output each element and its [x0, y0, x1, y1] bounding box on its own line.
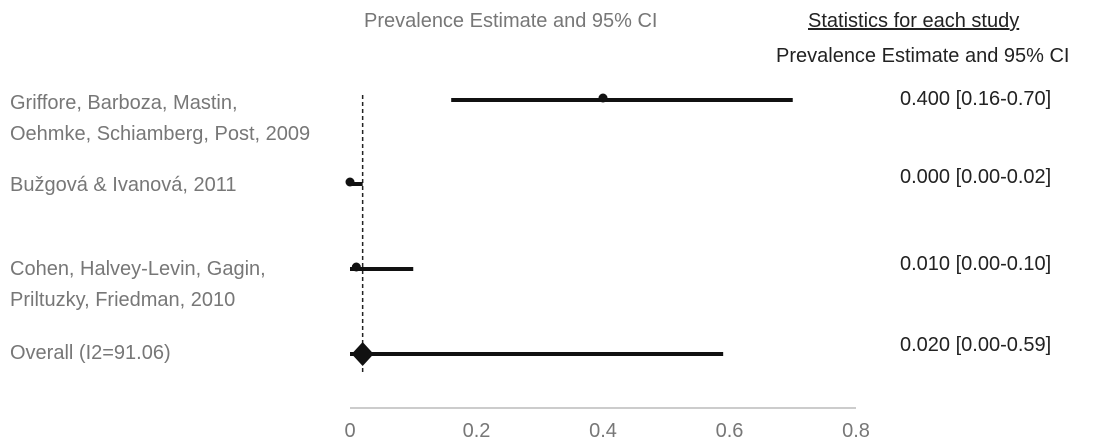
chart-title: Prevalence Estimate and 95% CI: [364, 10, 658, 32]
study-stat-1: 0.400 [0.16-0.70]: [900, 88, 1052, 110]
study-stat-3: 0.010 [0.00-0.10]: [900, 253, 1052, 275]
study-label-3: Cohen, Halvey-Levin, Gagin, Priltuzky, F…: [10, 254, 266, 316]
study-label-line: Griffore, Barboza, Mastin,: [10, 92, 238, 114]
study-label-line: Oehmke, Schiamberg, Post, 2009: [10, 123, 311, 145]
overall-label: Overall (I2=91.06): [10, 342, 171, 364]
point-estimate: [351, 262, 361, 272]
overall-stat: 0.020 [0.00-0.59]: [900, 334, 1052, 356]
point-estimate: [598, 93, 608, 103]
study-label-2: Bužgová & Ivanová, 2011: [10, 170, 236, 201]
x-tick-label: 0.4: [589, 420, 617, 440]
x-tick-label: 0.2: [463, 420, 491, 440]
x-tick-label: 0: [344, 420, 355, 440]
x-tick-label: 0.6: [716, 420, 744, 440]
study-label-line: Cohen, Halvey-Levin, Gagin,: [10, 258, 266, 280]
study-label-line: Bužgová & Ivanová, 2011: [10, 174, 237, 196]
overall-diamond: [351, 342, 374, 366]
study-stat-2: 0.000 [0.00-0.02]: [900, 166, 1052, 188]
x-tick-label: 0.8: [842, 420, 870, 440]
study-label-1: Griffore, Barboza, Mastin, Oehmke, Schia…: [10, 88, 310, 150]
stats-subheader: Prevalence Estimate and 95% CI: [776, 45, 1070, 67]
study-label-line: Priltuzky, Friedman, 2010: [10, 289, 236, 311]
stats-header: Statistics for each study: [808, 10, 1020, 32]
point-estimate: [345, 177, 355, 187]
